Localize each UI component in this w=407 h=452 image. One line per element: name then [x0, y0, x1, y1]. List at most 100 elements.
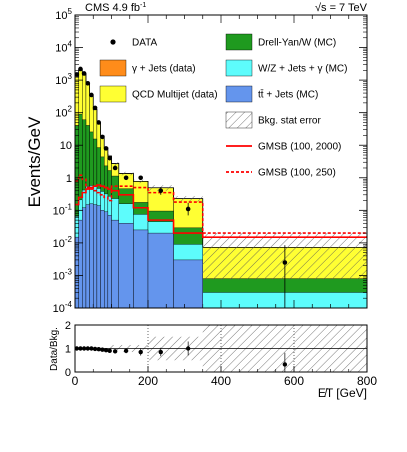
data-point-13	[158, 188, 164, 194]
ratio-point-9	[107, 348, 112, 354]
signal-lines	[75, 174, 367, 238]
ratio-point-6	[96, 347, 101, 352]
main-y-axis: 10-4 10-3 10-2 10-1 1 10 102 103 104 105	[53, 7, 367, 315]
data-point-10	[112, 165, 118, 171]
bar-ttbar-12	[133, 229, 149, 308]
legend-label-gjets: γ + Jets (data)	[132, 64, 196, 75]
bar-ttbar-14	[173, 259, 203, 308]
data-point-2	[81, 71, 87, 76]
legend-symbol-stat	[225, 111, 253, 129]
bar-ttbar-5	[93, 204, 98, 308]
x-axis-label: E̸T [GeV]	[318, 386, 367, 400]
stat-error-10	[111, 161, 119, 166]
data-point-0	[75, 72, 80, 77]
data-point-7	[100, 134, 105, 140]
legend-label-dy: Drell-Yan/W (MC)	[258, 38, 336, 49]
legend-label-data: DATA	[132, 38, 158, 49]
legend-symbol-qcd	[99, 85, 127, 103]
data-point-15	[282, 260, 288, 265]
data-point-3	[85, 80, 91, 86]
main-plot: 10-4 10-3 10-2 10-1 1 10 102 103 104 105 Events/G…	[25, 7, 368, 315]
stat-error-11	[118, 171, 134, 176]
header-left: CMS 4.9 fb-1	[85, 2, 146, 14]
legend-symbol-ttbar	[225, 85, 253, 103]
ratio-point-4	[89, 346, 94, 351]
data-point-5	[92, 105, 98, 111]
bar-ttbar-11	[118, 223, 134, 308]
bar-ttbar-2	[82, 207, 87, 308]
bar-ttbar-1	[78, 219, 83, 308]
data-point-11	[123, 175, 129, 181]
data-points	[75, 66, 288, 308]
x-tick-label-2: 400	[211, 374, 231, 388]
ratio-point-12	[138, 349, 143, 355]
data-point-4	[89, 92, 94, 98]
data-point-8	[103, 146, 109, 151]
ratio-point-5	[92, 346, 98, 352]
bar-ttbar-13	[147, 232, 174, 308]
y-tick-label-6: 102	[55, 105, 72, 120]
stat-error-14	[173, 196, 203, 202]
header-right: √s = 7 TeV	[315, 2, 368, 14]
signal-line-1	[75, 174, 367, 234]
ratio-point-11	[123, 348, 129, 354]
legend-symbol-dy	[225, 33, 253, 51]
legend-symbol-gjets	[99, 59, 127, 77]
data-point-9	[107, 155, 112, 161]
x-tick-label-1: 200	[138, 374, 158, 388]
ratio-point-10	[112, 349, 118, 354]
legend-label-gmsb250: GMSB (100, 250)	[258, 168, 336, 179]
bar-ttbar-10	[111, 219, 119, 308]
y-tick-label-0: 10-4	[53, 300, 73, 315]
ratio-axes: 0 1 2 0 200 400 600 800	[65, 320, 377, 388]
bar-ttbar-4	[89, 203, 94, 308]
ratio-point-8	[103, 347, 109, 353]
x-tick-label-0: 0	[72, 374, 79, 388]
legend-label-gmsb2000: GMSB (100, 2000)	[258, 142, 341, 153]
ratio-y-label: Data/Bkg.	[49, 327, 60, 371]
x-tick-label-3: 600	[284, 374, 304, 388]
ratio-point-14	[185, 346, 191, 351]
ratio-points	[75, 341, 288, 372]
bar-ttbar-7	[100, 210, 105, 308]
y-tick-label-4: 1	[66, 173, 72, 185]
legend-label-stat: Bkg. stat error	[258, 116, 321, 127]
ratio-point-15	[282, 362, 288, 367]
legend: DATA Drell-Yan/W (MC) γ + Jets (data) W/Z +…	[99, 33, 347, 179]
ratio-point-7	[100, 347, 105, 352]
y-tick-label-8: 104	[55, 40, 72, 55]
y-tick-label-2: 10-2	[53, 235, 73, 250]
signal-line-0	[75, 184, 367, 238]
bar-ttbar-3	[85, 204, 90, 308]
ratio-point-13	[158, 349, 163, 355]
y-tick-label-9: 105	[55, 7, 72, 22]
legend-symbol-data	[110, 39, 116, 45]
data-point-6	[96, 120, 102, 125]
legend-label-wz: W/Z + Jets + γ (MC)	[258, 64, 347, 75]
data-point-12	[138, 175, 143, 181]
main-x-ticks	[74, 15, 368, 308]
bar-ttbar-6	[96, 205, 101, 308]
y-tick-label-1: 10-3	[53, 267, 73, 282]
legend-symbol-wz	[225, 59, 253, 77]
legend-label-ttbar: tt̄ + Jets (MC)	[258, 88, 318, 100]
legend-label-qcd: QCD Multijet (data)	[132, 90, 218, 101]
ratio-y-tick-label-1: 1	[65, 344, 71, 356]
y-tick-label-5: 10	[60, 140, 72, 152]
y-tick-label-3: 10-1	[53, 202, 73, 217]
ratio-y-tick-label-2: 2	[65, 320, 71, 332]
ratio-y-tick-label-0: 0	[65, 367, 71, 379]
data-point-14	[185, 206, 191, 212]
x-tick-label-4: 800	[357, 374, 377, 388]
ratio-point-2	[81, 346, 87, 351]
data-point-1	[78, 66, 83, 72]
y-axis-label: Events/GeV	[25, 116, 44, 207]
stat-error-0	[75, 76, 79, 78]
bar-ttbar-8	[103, 211, 109, 308]
stat-error-12	[133, 179, 148, 184]
y-tick-label-7: 103	[55, 72, 72, 87]
bar-ttbar-9	[107, 215, 112, 308]
ratio-grid	[75, 325, 367, 372]
ratio-plot: 0 1 2 0 200 400 600 800 Data/Bkg. E̸T [GeV]	[49, 320, 377, 400]
